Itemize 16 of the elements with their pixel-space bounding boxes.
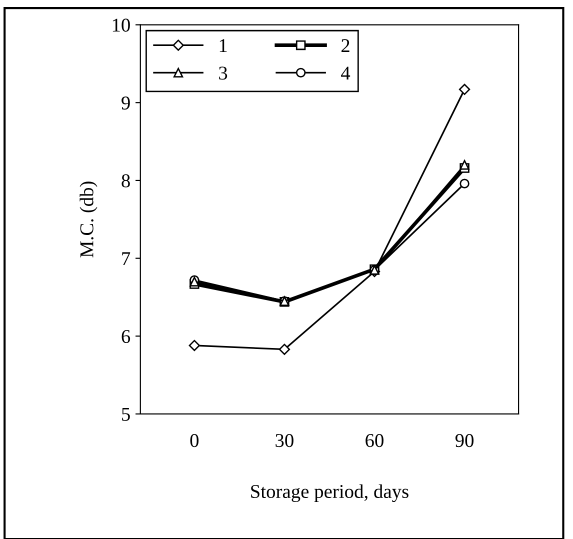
y-tick-label: 5	[122, 408, 130, 421]
x-tick-label: 60	[366, 434, 384, 448]
x-tick-label: 0	[190, 434, 199, 448]
y-tick-label: 10	[112, 18, 130, 32]
legend-label: 2	[342, 39, 350, 52]
y-axis-title: M.C. (db)	[80, 182, 98, 258]
y-tick-label: 8	[122, 174, 130, 188]
y-tick-label: 7	[122, 252, 130, 266]
legend-label: 3	[219, 66, 228, 80]
x-axis-title: Storage period, days	[251, 484, 408, 502]
y-tick-label: 9	[122, 96, 130, 110]
x-tick-label: 90	[455, 434, 474, 448]
y-tick-label: 6	[122, 330, 130, 344]
x-tick-label: 30	[276, 434, 294, 448]
legend-label: 4	[341, 66, 350, 80]
legend-label: 1	[220, 39, 227, 52]
